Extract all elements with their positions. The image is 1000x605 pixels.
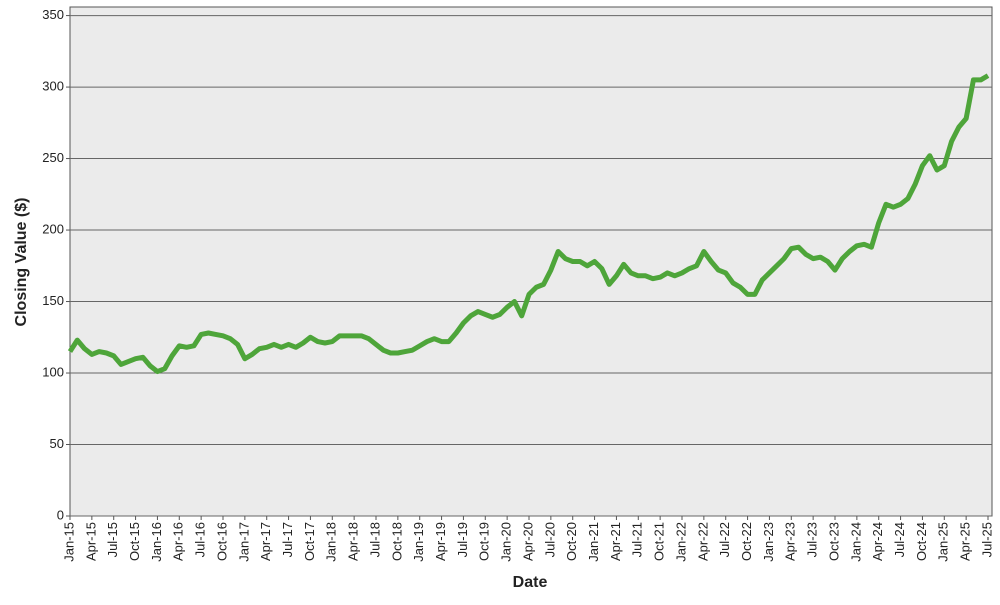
y-tick-label: 350 bbox=[42, 7, 64, 22]
x-tick-label: Oct-15 bbox=[127, 522, 142, 561]
x-tick-label: Jul-24 bbox=[892, 522, 907, 557]
plot-area bbox=[69, 6, 993, 517]
x-tick-label: Oct-21 bbox=[652, 522, 667, 561]
y-tick-label: 150 bbox=[42, 293, 64, 308]
y-tick-label: 200 bbox=[42, 221, 64, 236]
x-tick-label: Jul-23 bbox=[805, 522, 820, 557]
y-tick-label: 250 bbox=[42, 150, 64, 165]
x-tick-label: Apr-25 bbox=[958, 522, 973, 561]
x-tick-label: Jul-16 bbox=[193, 522, 208, 557]
x-tick-label: Apr-19 bbox=[433, 522, 448, 561]
x-tick-label: Apr-22 bbox=[695, 522, 710, 561]
y-tick-label: 300 bbox=[42, 79, 64, 94]
x-tick-label: Jan-22 bbox=[673, 522, 688, 562]
x-tick-label: Apr-17 bbox=[258, 522, 273, 561]
x-tick-label: Apr-20 bbox=[520, 522, 535, 561]
x-tick-label: Jul-20 bbox=[542, 522, 557, 557]
x-tick-label: Jul-25 bbox=[979, 522, 994, 557]
x-tick-label: Jul-21 bbox=[630, 522, 645, 557]
x-tick-label: Apr-24 bbox=[870, 522, 885, 561]
y-axis-label: Closing Value ($) bbox=[13, 198, 30, 327]
x-tick-label: Apr-23 bbox=[783, 522, 798, 561]
x-tick-label: Jul-18 bbox=[367, 522, 382, 557]
line-series bbox=[67, 73, 990, 375]
x-tick-label: Oct-20 bbox=[564, 522, 579, 561]
x-tick-label: Jan-18 bbox=[324, 522, 339, 562]
x-tick-label: Jul-22 bbox=[717, 522, 732, 557]
x-tick-label: Jan-23 bbox=[761, 522, 776, 562]
x-tick-label: Oct-18 bbox=[389, 522, 404, 561]
y-tick-label: 0 bbox=[57, 507, 64, 522]
y-tick-label: 100 bbox=[42, 364, 64, 379]
x-tick-label: Jan-17 bbox=[236, 522, 251, 562]
x-tick-label: Jul-17 bbox=[280, 522, 295, 557]
x-tick-label: Jan-25 bbox=[936, 522, 951, 562]
x-tick-label: Apr-15 bbox=[83, 522, 98, 561]
x-tick-label: Oct-23 bbox=[826, 522, 841, 561]
x-tick-label: Oct-22 bbox=[739, 522, 754, 561]
x-tick-label: Oct-19 bbox=[477, 522, 492, 561]
x-tick-label: Jan-21 bbox=[586, 522, 601, 562]
x-tick-label: Jan-24 bbox=[848, 522, 863, 562]
x-tick-label: Jan-16 bbox=[149, 522, 164, 562]
x-tick-label: Oct-16 bbox=[214, 522, 229, 561]
x-tick-label: Jan-20 bbox=[499, 522, 514, 562]
x-axis-label: Date bbox=[513, 574, 548, 591]
x-tick-label: Apr-16 bbox=[171, 522, 186, 561]
x-tick-label: Jul-19 bbox=[455, 522, 470, 557]
x-tick-label: Jan-15 bbox=[61, 522, 76, 562]
x-tick-label: Jul-15 bbox=[105, 522, 120, 557]
x-tick-label: Apr-21 bbox=[608, 522, 623, 561]
x-tick-label: Apr-18 bbox=[346, 522, 361, 561]
y-tick-label: 50 bbox=[50, 436, 64, 451]
x-tick-label: Oct-17 bbox=[302, 522, 317, 561]
x-tick-label: Jan-19 bbox=[411, 522, 426, 562]
x-tick-label: Oct-24 bbox=[914, 522, 929, 561]
